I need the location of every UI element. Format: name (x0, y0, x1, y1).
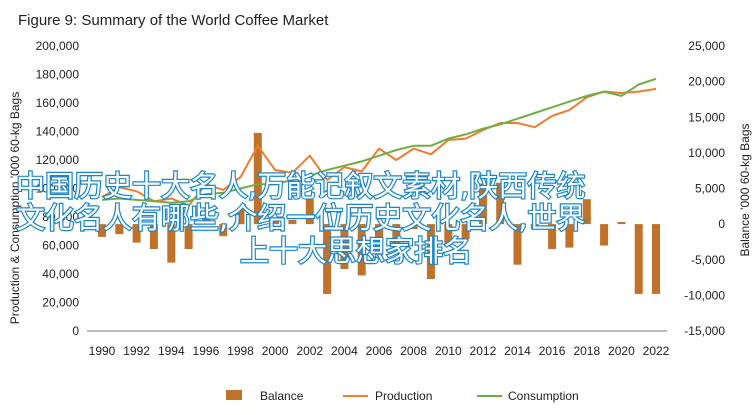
x-tick-label: 2014 (504, 344, 531, 358)
balance-bar-2009 (426, 224, 435, 279)
balance-bar-2017 (565, 224, 574, 248)
balance-bar-2019 (600, 224, 609, 246)
right-axis-ticks: -15,000 -10,000 -5,000 0 5,000 10,000 15,000 20… (684, 39, 725, 338)
x-tick-label: 1992 (123, 344, 150, 358)
legend-label-consumption: Consumption (508, 389, 579, 403)
balance-bar-2021 (634, 224, 643, 294)
balance-bar-1997 (219, 224, 228, 237)
legend: Balance Production Consumption (226, 389, 579, 403)
balance-bar-1998 (236, 209, 245, 225)
balance-bar-2018 (582, 199, 591, 225)
x-tick-label: 2004 (331, 344, 358, 358)
balance-bars (98, 132, 660, 294)
legend-label-production: Production (375, 389, 432, 403)
x-tick-label: 2016 (539, 344, 566, 358)
right-tick-label: 25,000 (688, 39, 725, 53)
balance-bar-2004 (340, 224, 349, 269)
left-tick-label: 200,000 (36, 39, 80, 53)
left-tick-label: 140,000 (36, 125, 80, 139)
balance-bar-2002 (305, 199, 314, 225)
x-tick-label: 2010 (435, 344, 462, 358)
x-tick-label: 1994 (158, 344, 185, 358)
line-series (101, 77, 657, 207)
x-tick-label: 2006 (366, 344, 393, 358)
balance-bar-1991 (115, 224, 124, 235)
x-tick-label: 2008 (400, 344, 427, 358)
right-tick-label: 5,000 (695, 182, 725, 196)
left-tick-label: 160,000 (36, 96, 80, 110)
left-tick-label: 100,000 (36, 182, 80, 196)
balance-bar-1999 (253, 132, 262, 225)
left-tick-label: 40,000 (42, 267, 79, 281)
balance-bar-2020 (617, 222, 626, 225)
left-axis-label: Production & Consumption '000 60-kg Bags (8, 92, 22, 324)
right-tick-label: 10,000 (688, 146, 725, 160)
balance-bar-2008 (409, 224, 418, 230)
left-tick-label: 20,000 (42, 296, 79, 310)
balance-bar-2012 (478, 183, 487, 225)
balance-bar-1993 (149, 224, 158, 249)
x-tick-label: 2012 (470, 344, 497, 358)
balance-bar-1990 (98, 224, 106, 237)
left-axis-ticks: 0 20,000 40,000 60,000 80,000 100,000 120,000 1… (36, 39, 80, 338)
left-tick-label: 0 (72, 324, 79, 338)
balance-bar-2022 (652, 224, 660, 294)
legend-swatch-balance (226, 390, 242, 400)
x-axis-ticks: 1990 1992 1994 1996 1998 2000 2002 2004 2006 2008… (89, 344, 670, 358)
balance-bar-1995 (184, 224, 193, 249)
balance-bar-2000 (271, 217, 280, 225)
consumption-line (101, 77, 657, 204)
overlay-line-3: 上十大思想家排名 (240, 234, 472, 268)
left-tick-label: 120,000 (36, 153, 80, 167)
balance-bar-2003 (323, 224, 332, 294)
x-tick-label: 2018 (573, 344, 600, 358)
legend-label-balance: Balance (260, 389, 304, 403)
x-tick-label: 1998 (227, 344, 254, 358)
balance-bar-2007 (392, 224, 401, 244)
left-tick-label: 80,000 (42, 210, 79, 224)
overlay-line-2: 文化名人有哪些,介绍一位历史文化名人,世界 (16, 201, 585, 235)
balance-bar-2014 (513, 224, 522, 265)
right-tick-label: -15,000 (684, 324, 725, 338)
balance-bar-2005 (357, 224, 366, 276)
left-tick-label: 180,000 (36, 68, 80, 82)
x-tick-label: 1996 (193, 344, 220, 358)
balance-bar-2016 (548, 224, 557, 249)
overlay-line-1: 中国历史十大名人,万能记叙文素材,陕西传统 (16, 169, 585, 203)
balance-bar-2011 (461, 224, 470, 240)
x-tick-label: 2022 (643, 344, 670, 358)
x-tick-label: 2020 (608, 344, 635, 358)
x-tick-label: 2002 (296, 344, 323, 358)
balance-bar-2001 (288, 219, 297, 225)
right-tick-label: -10,000 (684, 288, 725, 302)
right-axis-label: Balance '000 60-kg Bags (738, 123, 752, 256)
x-tick-label: 2000 (262, 344, 289, 358)
right-tick-label: 15,000 (688, 110, 725, 124)
balance-bar-2015 (530, 224, 539, 230)
right-tick-label: 20,000 (688, 75, 725, 89)
watermark-overlay: 中国历史十大名人,万能记叙文素材,陕西传统 文化名人有哪些,介绍一位历史文化名人… (15, 168, 587, 269)
x-tick-label: 1990 (89, 344, 116, 358)
balance-bar-1994 (167, 224, 176, 263)
balance-bar-2006 (375, 224, 383, 256)
chart-title: Figure 9: Summary of the World Coffee Ma… (18, 12, 329, 29)
left-tick-label: 60,000 (42, 239, 79, 253)
balance-bar-1996 (201, 217, 210, 225)
balance-bar-2010 (444, 224, 453, 244)
right-tick-label: 0 (718, 217, 725, 231)
right-tick-label: -5,000 (691, 253, 725, 267)
balance-bar-2013 (496, 182, 505, 225)
balance-bar-1992 (132, 224, 141, 243)
